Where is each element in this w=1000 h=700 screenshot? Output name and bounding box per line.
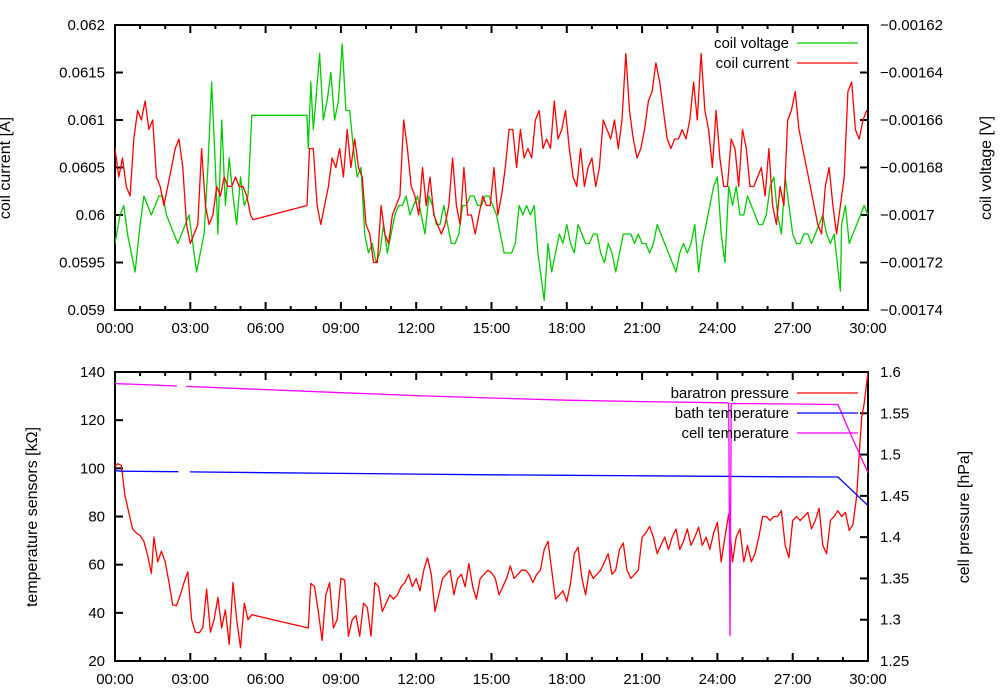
right-tick-label: 1.25 bbox=[880, 653, 909, 670]
x-tick-label: 21:00 bbox=[623, 320, 661, 337]
left-tick-label: 60 bbox=[88, 557, 105, 574]
bottom-plot: 00:00 03:00 06:00 09:00 12:00 15:00 18:00 21:00… bbox=[80, 364, 909, 688]
x-tick-label: 09:00 bbox=[322, 671, 360, 688]
left-tick-label: 80 bbox=[88, 509, 105, 526]
legend-label-coil-current: coil current bbox=[716, 55, 790, 72]
x-tick-label: 27:00 bbox=[774, 671, 812, 688]
legend-label-baratron-pressure: baratron pressure bbox=[671, 385, 789, 402]
x-tick-label: 00:00 bbox=[96, 320, 134, 337]
x-tick-label: 27:00 bbox=[774, 320, 812, 337]
x-tick-label: 00:00 bbox=[96, 671, 134, 688]
x-tick-label: 03:00 bbox=[172, 320, 210, 337]
left-tick-label: 0.061 bbox=[67, 112, 105, 129]
left-tick-label: 0.0615 bbox=[59, 65, 105, 82]
bath-temperature-line bbox=[115, 470, 868, 507]
x-tick-label: 30:00 bbox=[849, 320, 887, 337]
x-tick-label: 24:00 bbox=[699, 320, 737, 337]
x-tick-label: 15:00 bbox=[473, 671, 511, 688]
top-plot: 00:00 03:00 06:00 09:00 12:00 15:00 18:00 21:00… bbox=[59, 17, 943, 337]
right-tick-label: 1.45 bbox=[880, 488, 909, 505]
x-tick-label: 18:00 bbox=[548, 671, 586, 688]
x-tick-label: 06:00 bbox=[247, 671, 285, 688]
legend-label-cell-temperature: cell temperature bbox=[681, 425, 789, 442]
x-tick-label: 30:00 bbox=[849, 671, 887, 688]
bottom-left-axis-label: temperature sensors [kΩ] bbox=[24, 427, 41, 607]
left-tick-label: 0.0605 bbox=[59, 160, 105, 177]
right-tick-label: 1.5 bbox=[880, 447, 901, 464]
right-tick-label: −0.0017 bbox=[880, 207, 935, 224]
right-tick-label: 1.3 bbox=[880, 612, 901, 629]
top-right-axis-label: coil voltage [V] bbox=[978, 116, 995, 220]
left-tick-label: 0.0595 bbox=[59, 255, 105, 272]
left-tick-label: 0.06 bbox=[76, 207, 105, 224]
x-tick-label: 09:00 bbox=[322, 320, 360, 337]
x-tick-label: 12:00 bbox=[397, 320, 435, 337]
cell-temperature-line bbox=[115, 382, 868, 637]
right-tick-label: 1.6 bbox=[880, 364, 901, 381]
coil-current-line bbox=[115, 52, 868, 264]
right-tick-label: −0.00172 bbox=[880, 255, 943, 272]
right-tick-label: −0.00174 bbox=[880, 302, 943, 319]
legend-label-bath-temperature: bath temperature bbox=[675, 405, 789, 422]
x-tick-label: 18:00 bbox=[548, 320, 586, 337]
coil-voltage-line bbox=[115, 43, 868, 302]
x-tick-label: 15:00 bbox=[473, 320, 511, 337]
left-tick-label: 100 bbox=[80, 460, 105, 477]
left-tick-label: 0.062 bbox=[67, 17, 105, 34]
right-tick-label: −0.00162 bbox=[880, 17, 943, 34]
x-tick-label: 21:00 bbox=[623, 671, 661, 688]
right-tick-label: 1.35 bbox=[880, 570, 909, 587]
top-left-axis-label: coil current [A] bbox=[0, 117, 14, 219]
x-tick-label: 12:00 bbox=[397, 671, 435, 688]
right-tick-label: −0.00164 bbox=[880, 65, 943, 82]
left-tick-label: 120 bbox=[80, 412, 105, 429]
bottom-right-axis-label: cell pressure [hPa] bbox=[956, 451, 973, 584]
left-tick-label: 40 bbox=[88, 605, 105, 622]
x-tick-label: 06:00 bbox=[247, 320, 285, 337]
x-tick-label: 03:00 bbox=[172, 671, 210, 688]
baratron-pressure-line bbox=[115, 372, 868, 649]
right-tick-label: 1.4 bbox=[880, 529, 901, 546]
x-tick-label: 24:00 bbox=[699, 671, 737, 688]
left-tick-label: 20 bbox=[88, 653, 105, 670]
right-tick-label: −0.00168 bbox=[880, 160, 943, 177]
right-tick-label: 1.55 bbox=[880, 405, 909, 422]
left-tick-label: 0.059 bbox=[67, 302, 105, 319]
left-tick-label: 140 bbox=[80, 364, 105, 381]
legend-label-coil-voltage: coil voltage bbox=[714, 35, 789, 52]
right-tick-label: −0.00166 bbox=[880, 112, 943, 129]
